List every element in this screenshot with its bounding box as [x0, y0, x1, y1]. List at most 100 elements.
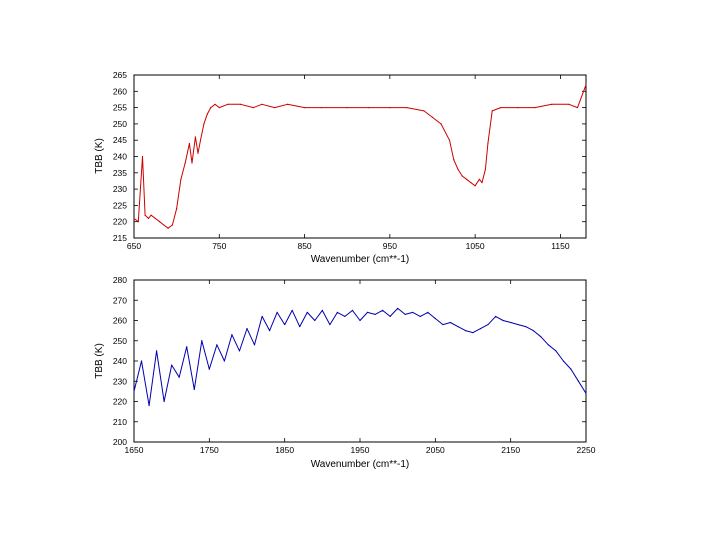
upper-data-point	[252, 107, 254, 109]
lower-data-point	[276, 311, 278, 313]
lower-data-point	[238, 350, 241, 352]
upper-data-point	[389, 107, 391, 109]
lower-data-point	[464, 330, 467, 332]
upper-data-point	[137, 221, 139, 223]
upper-data-point	[274, 107, 276, 109]
upper-data-point	[448, 139, 451, 141]
upper-x-tick-label: 850	[297, 241, 311, 251]
upper-data-point	[484, 168, 486, 171]
lower-data-point	[231, 334, 233, 336]
lower-data-point	[140, 360, 143, 362]
lower-ticks: 1650 1750 1850 1950 2050 2150 2250 200 210 220 230…	[113, 275, 596, 455]
upper-data-point	[474, 185, 476, 187]
upper-data-point	[478, 178, 480, 180]
upper-data-point	[286, 103, 289, 105]
upper-data-point	[453, 159, 455, 161]
lower-x-tick-label: 2250	[577, 445, 596, 455]
lower-x-axis-title: Wavenumber (cm**-1)	[311, 459, 410, 470]
upper-chart: 650 750 850 950 1050 1150 215 220 225 230 235 240 24…	[94, 70, 587, 265]
upper-data-point	[240, 103, 242, 105]
upper-data-point	[568, 103, 570, 105]
upper-data-point	[487, 142, 489, 145]
upper-data-point	[147, 217, 150, 220]
upper-series	[133, 84, 587, 229]
lower-y-tick-label: 240	[113, 356, 127, 366]
lower-data-point	[382, 309, 384, 311]
lower-data-point	[457, 325, 459, 328]
lower-data-point	[314, 319, 316, 322]
lower-x-tick-label: 2050	[426, 445, 445, 455]
lower-data-point	[321, 309, 323, 311]
lower-data-point	[472, 332, 474, 334]
upper-data-point	[171, 224, 173, 226]
upper-y-tick-label: 220	[113, 217, 127, 227]
upper-data-point	[167, 227, 169, 229]
upper-data-point	[321, 107, 323, 109]
upper-data-point	[141, 155, 144, 158]
lower-data-point	[449, 321, 451, 324]
upper-data-point	[481, 181, 483, 184]
lower-data-point	[163, 400, 165, 403]
upper-data-point	[197, 152, 199, 154]
lower-x-tick-label: 1650	[125, 445, 144, 455]
upper-data-point	[144, 214, 146, 216]
lower-x-tick-label: 1850	[275, 445, 294, 455]
lower-data-point	[133, 390, 135, 392]
lower-data-point	[208, 368, 210, 370]
lower-series-line-0	[133, 307, 587, 407]
upper-data-point	[576, 107, 579, 109]
upper-data-point	[461, 175, 463, 177]
upper-y-tick-label: 245	[113, 135, 127, 145]
lower-data-point	[329, 323, 331, 326]
upper-x-axis-title: Wavenumber (cm**-1)	[311, 254, 410, 265]
upper-y-axis-title: TBB (K)	[94, 138, 105, 174]
lower-data-point	[397, 307, 399, 309]
lower-data-point	[404, 313, 406, 316]
lower-data-point	[374, 313, 376, 316]
lower-data-point	[502, 319, 504, 322]
lower-plot-frame	[133, 279, 587, 443]
upper-data-point	[184, 162, 186, 164]
upper-x-tick-label: 950	[383, 241, 397, 251]
lower-data-point	[419, 315, 421, 318]
lower-data-point	[547, 344, 549, 346]
lower-data-point	[344, 315, 346, 318]
upper-y-tick-label: 230	[113, 184, 127, 194]
lower-data-point	[186, 346, 188, 348]
upper-data-point	[158, 221, 161, 223]
upper-data-point	[180, 178, 182, 180]
lower-data-point	[351, 309, 354, 311]
lower-data-point	[585, 392, 587, 394]
lower-data-point	[291, 309, 293, 311]
upper-data-point	[163, 224, 165, 226]
upper-data-point	[218, 107, 220, 109]
upper-data-point	[227, 103, 229, 105]
upper-data-point	[261, 103, 263, 105]
lower-data-point	[246, 328, 248, 330]
lower-data-point	[389, 315, 391, 318]
lower-data-point	[201, 340, 203, 342]
upper-data-point	[191, 162, 193, 164]
upper-data-point	[154, 217, 156, 220]
upper-data-point	[491, 110, 493, 112]
upper-data-point	[367, 107, 370, 109]
lower-data-point	[427, 311, 429, 313]
upper-data-point	[470, 181, 472, 184]
lower-data-point	[540, 336, 542, 338]
lower-data-point	[216, 344, 218, 346]
lower-data-point	[366, 311, 369, 313]
lower-data-point	[412, 311, 414, 313]
upper-data-point	[303, 107, 306, 109]
lower-data-point	[156, 350, 158, 352]
lower-data-point	[359, 319, 361, 322]
upper-data-point	[150, 214, 152, 216]
lower-x-tick-label: 2150	[501, 445, 520, 455]
upper-y-tick-label: 255	[113, 103, 127, 113]
lower-data-point	[269, 330, 271, 332]
lower-data-point	[434, 317, 436, 320]
upper-data-point	[466, 178, 468, 180]
upper-data-point	[500, 107, 502, 109]
lower-series	[133, 307, 587, 407]
upper-y-tick-label: 215	[113, 233, 127, 243]
